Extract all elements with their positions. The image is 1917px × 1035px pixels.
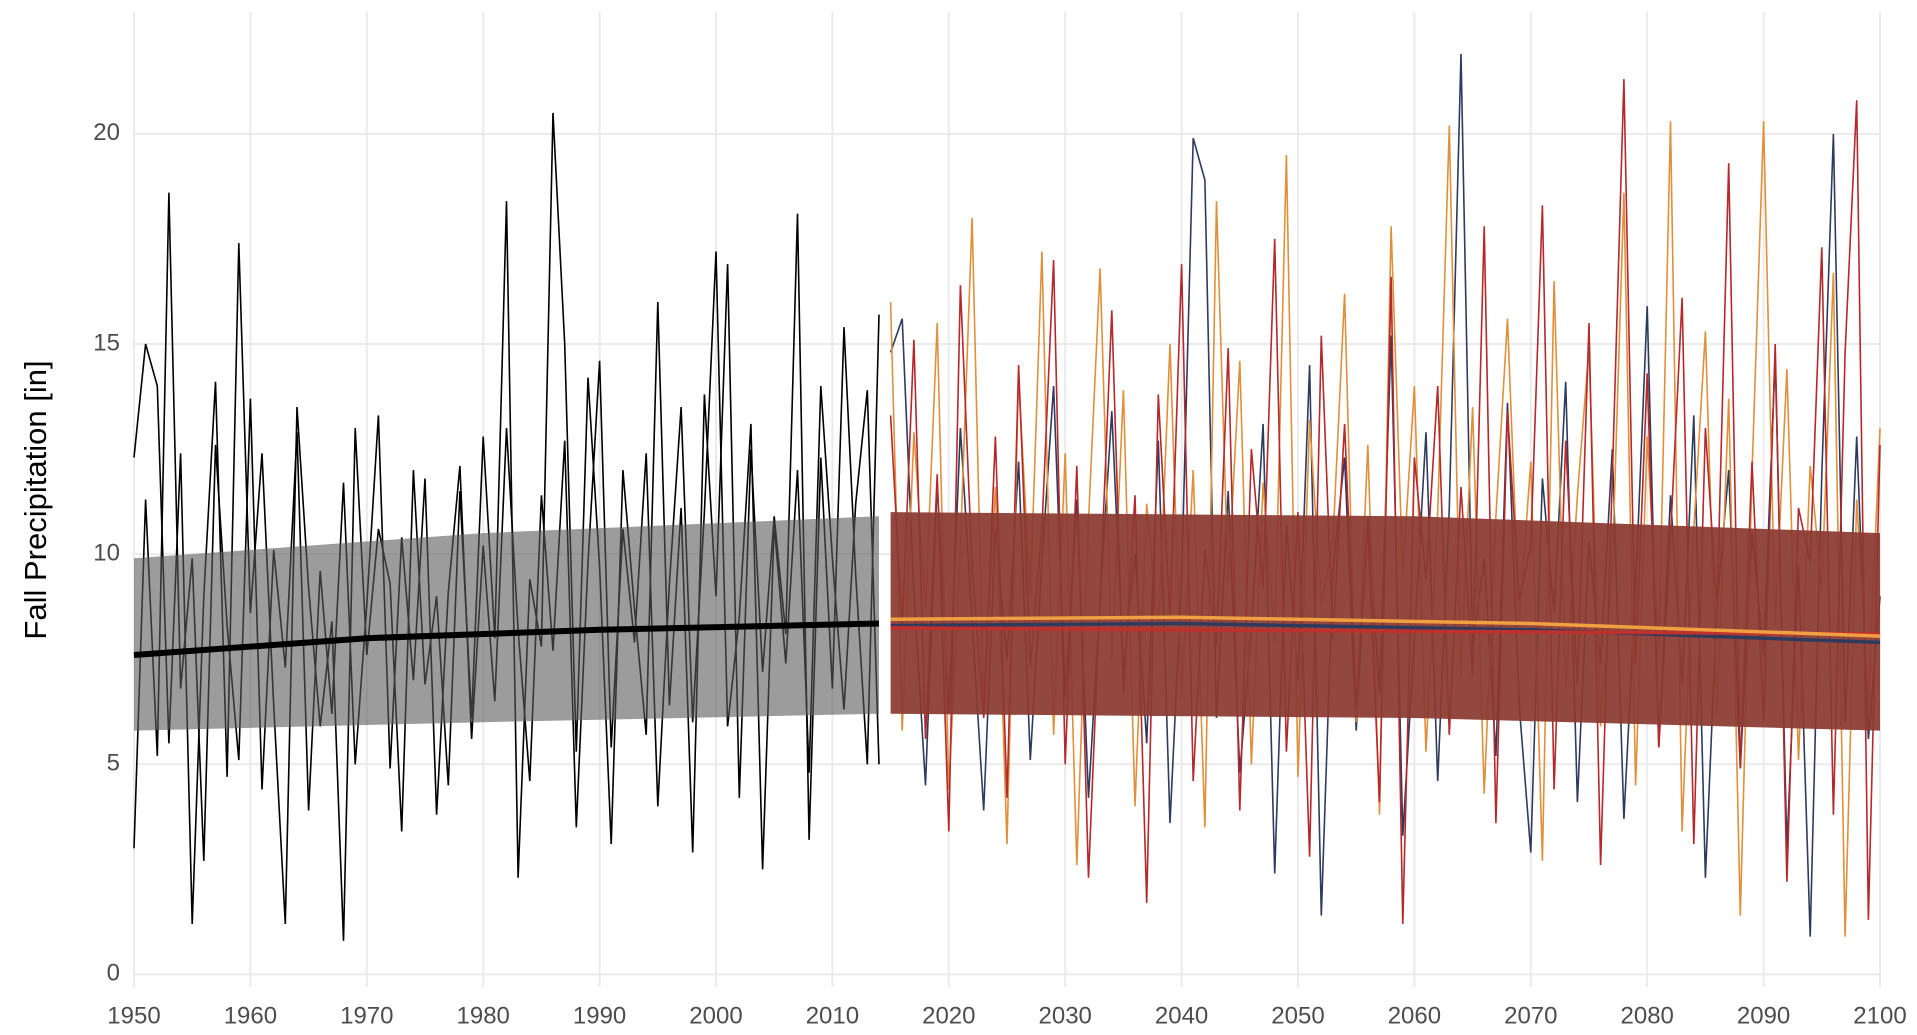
x-tick-label: 2100	[1853, 1002, 1906, 1029]
x-tick-label: 2080	[1621, 1002, 1674, 1029]
y-tick-label: 0	[107, 960, 120, 987]
x-tick-label: 2010	[806, 1002, 859, 1029]
trend-line	[133, 620, 880, 658]
x-tick-label: 2090	[1737, 1002, 1790, 1029]
y-axis-label: Fall Precipitation [in]	[18, 360, 53, 639]
trend-line	[890, 615, 1881, 638]
x-tick-label: 2050	[1271, 1002, 1324, 1029]
x-tick-label: 2030	[1039, 1002, 1092, 1029]
trend-line	[890, 625, 1881, 636]
y-tick-label: 10	[93, 539, 120, 566]
x-tick-label: 1980	[457, 1002, 510, 1029]
x-tick-label: 2020	[922, 1002, 975, 1029]
x-tick-label: 1990	[573, 1002, 626, 1029]
x-tick-label: 2040	[1155, 1002, 1208, 1029]
x-tick-label: 1960	[224, 1002, 277, 1029]
trend-line	[890, 621, 1881, 645]
x-tick-label: 2070	[1504, 1002, 1557, 1029]
x-tick-label: 1970	[340, 1002, 393, 1029]
y-tick-label: 20	[93, 119, 120, 146]
x-tick-label: 2000	[689, 1002, 742, 1029]
y-tick-label: 15	[93, 329, 120, 356]
x-tick-label: 1950	[107, 1002, 160, 1029]
confidence-band	[134, 516, 879, 731]
y-tick-label: 5	[107, 750, 120, 777]
x-tick-label: 2060	[1388, 1002, 1441, 1029]
